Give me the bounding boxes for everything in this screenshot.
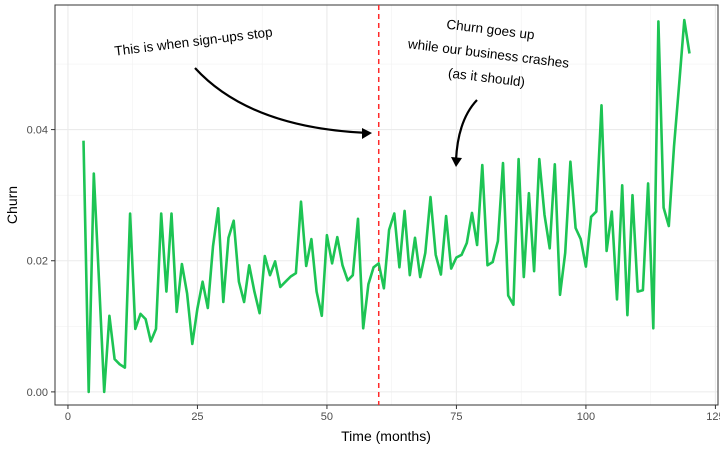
y-tick-label: 0.02 — [27, 256, 48, 268]
x-tick-label: 100 — [577, 411, 595, 423]
ticks: 0 25 50 75 100 125 0.00 0.02 0.04 — [27, 125, 720, 423]
annotation-signups-text: This is when sign-ups stop — [114, 24, 274, 58]
y-tick-label: 0.04 — [27, 125, 48, 137]
churn-line — [82, 18, 691, 394]
annotation-churn-line2: while our business crashes — [406, 36, 570, 71]
annotation-churn-line3: (as it should) — [447, 65, 526, 89]
x-tick-label: 0 — [65, 411, 71, 423]
y-axis-label: Churn — [4, 186, 20, 224]
annotation-churn-arrow — [454, 99, 478, 161]
x-tick-label: 125 — [706, 411, 720, 423]
annotation-signups: This is when sign-ups stop — [114, 24, 372, 139]
x-axis-label: Time (months) — [341, 428, 431, 444]
annotation-churn: Churn goes up while our business crashes… — [406, 17, 570, 167]
x-tick-label: 50 — [321, 411, 333, 423]
grid — [55, 5, 718, 405]
panel-border — [54, 4, 719, 406]
y-tick-label: 0.00 — [27, 387, 48, 399]
annotation-churn-line1: Churn goes up — [446, 17, 536, 43]
x-tick-label: 75 — [450, 411, 462, 423]
arrow-head-icon — [362, 128, 372, 139]
arrow-head-icon — [451, 157, 462, 167]
x-tick-label: 25 — [191, 411, 203, 423]
annotation-signups-arrow — [194, 67, 369, 135]
